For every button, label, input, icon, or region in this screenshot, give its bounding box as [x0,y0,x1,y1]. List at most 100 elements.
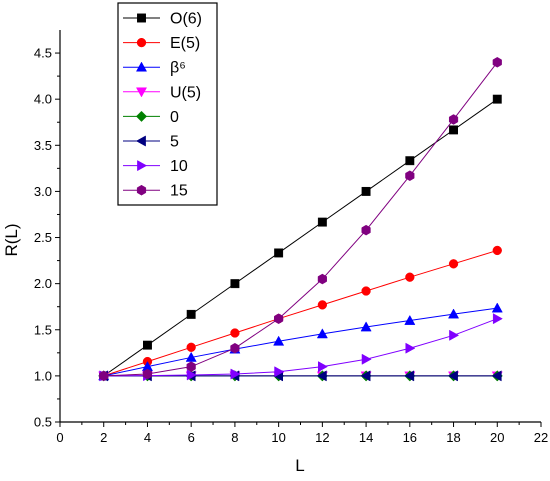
x-ticks: 0 2 4 6 8 10 12 14 16 18 20 22 [56,422,548,445]
legend-item: 0 [123,109,179,126]
x-tick-label: 20 [490,430,504,445]
data-point [448,308,460,319]
legend-marker [136,184,147,196]
x-tick-label: 0 [56,430,63,445]
legend-box [117,2,218,206]
legend-item: U(5) [123,84,201,101]
data-point [318,361,328,373]
y-tick-label: 1.0 [34,368,52,383]
series-line [103,98,498,377]
y-tick-label: 2.5 [34,230,52,245]
x-tick-label: 18 [446,430,460,445]
y-tick-label: 2.0 [34,276,52,291]
legend-label: β⁶ [170,60,186,77]
data-point [317,217,327,227]
data-point [316,370,327,382]
data-point [492,94,502,104]
legend-label: 0 [170,109,179,126]
data-point [491,302,503,313]
data-point [405,342,416,354]
x-tick-label: 2 [100,430,107,445]
legend: O(6) E(5) β⁶ U(5) 0 5 10 15 [117,2,218,206]
data-point [492,313,503,325]
legend-item: 15 [123,183,188,200]
legend-label: 15 [170,183,188,200]
series-layer [98,56,503,382]
x-tick-label: 10 [271,430,285,445]
legend-label: U(5) [170,84,201,101]
legend-label: O(6) [170,11,202,28]
legend-marker [137,160,148,172]
data-point [404,370,415,382]
data-point [274,366,285,378]
series-7 [99,56,502,382]
legend-marker [135,61,148,72]
series-line [103,307,498,377]
y-tick-label: 3.0 [34,184,52,199]
data-point [492,245,502,256]
series-2 [98,302,503,381]
x-tick-label: 12 [315,430,329,445]
data-point [316,328,328,339]
legend-item: O(6) [123,11,202,28]
series-line [103,249,498,377]
data-point [99,370,109,382]
x-tick-label: 6 [188,430,195,445]
data-point [361,353,372,365]
data-point [317,300,328,310]
data-point [230,368,241,380]
legend-marker [135,135,146,147]
data-point [361,186,371,196]
data-point [405,272,415,282]
data-point [274,248,284,258]
x-tick-label: 8 [231,430,238,445]
series-line [103,61,498,377]
series-6 [99,313,503,382]
y-ticks: 0.5 1.0 1.5 2.0 2.5 3.0 3.5 4.0 4.5 [34,46,60,430]
legend-item: β⁶ [123,60,186,77]
legend-marker [136,37,147,48]
data-point [405,156,415,166]
data-point [317,273,327,285]
y-axis-title: R(L) [2,223,21,256]
data-point [230,328,240,338]
y-tick-label: 0.5 [34,415,52,430]
legend-marker [135,87,148,98]
y-tick-label: 4.0 [34,92,52,107]
legend-item: E(5) [123,35,200,52]
legend-label: E(5) [170,35,200,52]
legend-marker [135,110,148,122]
data-point [491,370,502,382]
x-tick-label: 4 [144,430,151,445]
data-point [447,370,458,382]
legend-label: 5 [170,134,179,151]
data-point [230,279,240,289]
data-point [142,368,153,380]
data-point [405,170,415,182]
data-point [448,259,459,269]
data-point [274,313,284,324]
y-tick-label: 4.5 [34,46,52,61]
series-1 [99,245,502,381]
x-tick-label: 22 [534,430,548,445]
data-point [186,342,196,352]
data-point [230,342,240,354]
data-point [143,340,152,350]
y-tick-label: 3.5 [34,138,52,153]
data-point [360,370,371,382]
data-point [449,329,460,341]
data-point [404,314,416,325]
x-axis-title: L [295,456,304,475]
data-point [273,335,285,346]
data-point [492,56,502,68]
data-point [186,369,197,381]
data-point [361,286,371,296]
data-point [449,125,458,135]
data-point [186,309,196,319]
series-3 [98,371,503,382]
data-point [448,114,459,125]
legend-label: 10 [170,158,188,175]
x-tick-label: 14 [359,430,373,445]
legend-item: 10 [123,158,188,175]
